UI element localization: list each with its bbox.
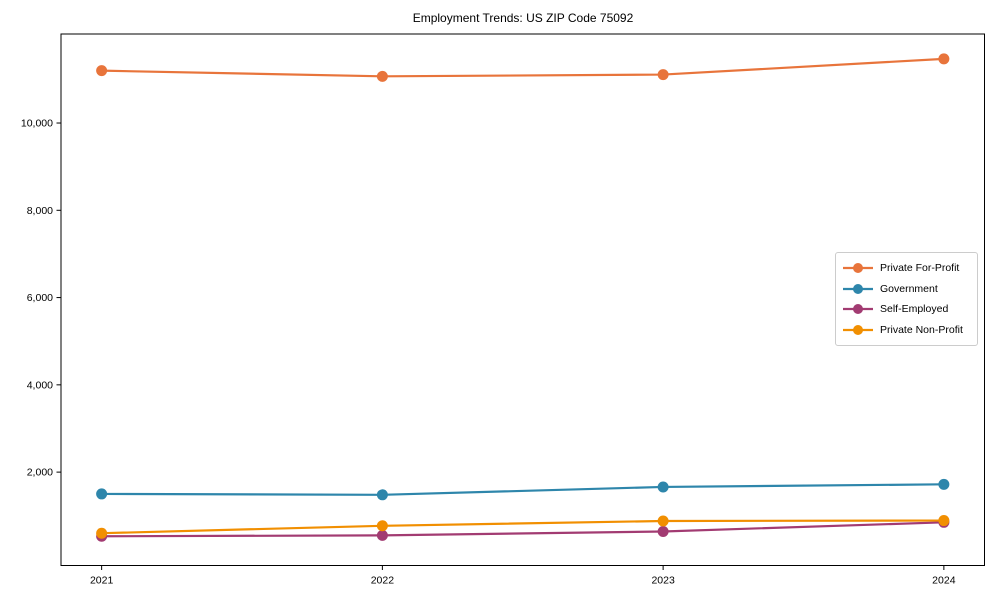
series-line [100,483,945,496]
data-point-marker [376,520,388,532]
legend-swatch-icon [843,283,873,294]
legend-marker [853,263,863,274]
data-point-marker [938,53,950,65]
data-point-marker [938,478,950,490]
x-tick-label: 2022 [371,575,395,587]
data-point-marker [96,65,108,77]
legend-marker [853,324,863,335]
legend-item: Self-Employed [843,299,969,320]
series-line [100,521,945,538]
data-point-marker [657,69,669,81]
legend-marker [853,283,863,294]
series-line [100,519,945,535]
data-point-marker [96,488,108,500]
data-point-marker [657,525,669,537]
legend-label: Government [880,282,938,295]
y-tick-label: 4,000 [27,379,53,391]
y-tick-label: 10,000 [21,118,53,130]
legend-label: Self-Employed [880,303,949,316]
legend: Private For-Profit Government Self-Employe… [835,252,978,346]
legend-label: Private Non-Profit [880,323,963,336]
legend-item: Private For-Profit [843,258,969,279]
x-tick-label: 2023 [651,575,675,587]
data-point-marker [96,527,108,539]
legend-label: Private For-Profit [880,262,960,275]
data-point-marker [657,481,669,493]
data-point-marker [376,70,388,82]
x-tick-label: 2024 [932,575,956,587]
series-line [100,57,945,78]
data-point-marker [376,529,388,541]
legend-item: Private Non-Profit [843,320,969,341]
data-point-marker [376,489,388,501]
y-tick-label: 8,000 [27,205,53,217]
legend-marker [853,304,863,315]
y-tick-label: 6,000 [27,292,53,304]
legend-swatch-icon [843,304,873,315]
y-tick-label: 2,000 [27,467,53,479]
chart-title: Employment Trends: US ZIP Code 75092 [412,11,634,25]
legend-swatch-icon [843,324,873,335]
data-point-marker [657,515,669,527]
axes-box [60,33,985,566]
legend-item: Government [843,279,969,300]
data-point-marker [938,515,950,527]
legend-swatch-icon [843,263,873,274]
x-tick-label: 2021 [90,575,114,587]
